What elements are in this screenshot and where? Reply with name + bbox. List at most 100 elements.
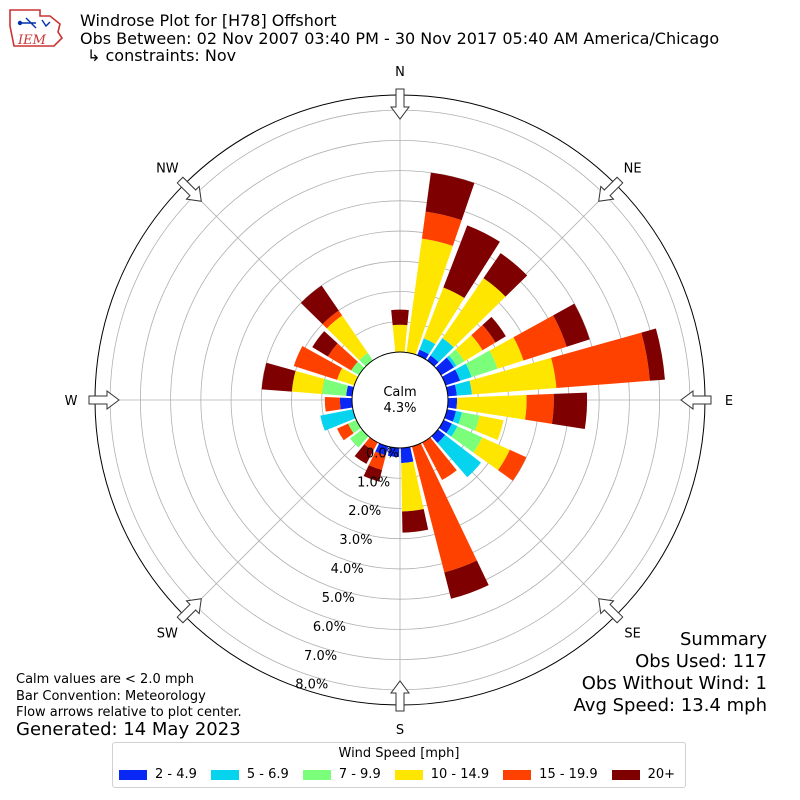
legend-swatch [302,769,331,780]
radial-tick-label: 8.0% [295,678,328,693]
bar-nnw-15-19-9 [322,310,343,329]
chart-subtitle: Obs Between: 02 Nov 2007 03:40 PM - 30 N… [80,29,720,48]
chart-title: Windrose Plot for [H78] Offshort [80,11,337,30]
flow-arrow-e-icon [680,390,712,410]
bar-se-5-6-9 [452,410,462,424]
radial-tick-label: 5.0% [322,591,355,606]
bar-ene-15-19-9 [513,315,567,361]
legend-swatch [394,769,423,780]
legend-label: 5 - 6.9 [246,767,289,782]
grid-spoke [184,433,367,616]
bar-ne-20- [483,253,528,297]
bar-se-7-9-9 [451,426,483,453]
compass-label-s: S [396,723,404,738]
bar-sse-20- [444,560,489,599]
bar-ene-5-6-9 [446,355,457,368]
bar-ne-5-6-9 [430,337,454,363]
radial-tick-label: 7.0% [304,649,337,664]
bar-n-10-14-9 [392,324,408,353]
bar-w-15-19-9 [337,423,354,441]
radial-tick-label: 4.0% [331,562,364,577]
bar-s-10-14-9 [401,461,424,512]
legend-label: 7 - 9.9 [338,767,381,782]
legend-swatch [119,769,147,780]
bar-ene-10-14-9 [489,337,524,369]
flow-arrow-nw-icon [176,176,202,202]
bar-ese-15-19-9 [525,393,554,424]
bar-wnw-10-14-9 [291,370,325,394]
bar-se-15-19-9 [498,449,527,481]
calm-note: Calm values are < 2.0 mph [16,672,195,687]
legend-item: 2 - 4.9 [119,767,197,782]
bar-sw-20- [354,444,374,464]
calm-label: Calm [383,385,416,400]
radial-tick-label: 3.0% [339,533,372,548]
bar-sw-20- [363,465,383,482]
bar-sse-15-19-9 [411,443,477,573]
bar-sw-15-19-9 [368,451,386,470]
summary-avg-speed: Avg Speed: 13.4 mph [573,695,767,716]
legend-swatch [210,769,239,780]
bar-ene-20- [553,303,590,347]
bar-nne-15-19-9 [421,211,462,246]
bar-se-5-6-9 [446,423,458,437]
bar-nne-2-4-9 [417,349,429,360]
summary-obs-used: Obs Used: 117 [635,651,767,672]
bar-wnw-2-4-9 [339,397,353,410]
radial-tick-label: 2.0% [348,504,381,519]
compass-label-se: SE [624,627,640,642]
bar-se-7-9-9 [458,412,480,431]
summary-obs-without-wind: Obs Without Wind: 1 [581,673,767,694]
bar-ssw-2-4-9 [387,446,400,458]
bar-ene-2-4-9 [435,357,455,376]
bar-e-10-14-9 [469,357,557,395]
bar-nw-20- [312,331,338,357]
bar-ene-15-19-9 [471,325,496,351]
bar-nw-15-19-9 [293,346,343,380]
legend-label: 20+ [647,767,676,782]
constraint-label: ↳ constraints: Nov [87,46,237,65]
legend: Wind Speed [mph] 2 - 4.9 5 - 6.9 7 - 9.9 10… [112,742,686,788]
radial-tick-label: 1.0% [357,475,390,490]
logo-text: IEM [17,33,47,48]
bar-e-2-4-9 [446,384,457,397]
bar-sse-5-6-9 [437,434,482,478]
bar-nnw-20- [300,285,339,325]
legend-item: 7 - 9.9 [302,767,381,782]
bar-e-20- [641,328,665,381]
generated-date: Generated: 14 May 2023 [16,719,241,740]
flow-arrow-se-icon [598,598,624,624]
bar-ne-10-14-9 [442,278,506,348]
flow-arrow-ne-icon [598,176,624,202]
bar-ene-7-9-9 [465,350,498,378]
summary-title: Summary [680,629,767,650]
bar-nne-20- [425,172,475,221]
legend-item: 10 - 14.9 [394,767,489,782]
bar-ese-10-14-9 [456,394,527,420]
compass-label-sw: SW [157,627,178,642]
legend-label: 15 - 19.9 [539,767,598,782]
legend-swatch [611,769,640,780]
iem-logo: IEM [9,9,64,48]
bar-wsw-7-9-9 [350,429,369,448]
bar-ene-20- [482,316,506,343]
compass-label-w: W [65,394,78,409]
bar-nne-5-6-9 [419,338,436,355]
bar-ene-7-9-9 [448,349,465,366]
bar-e-5-6-9 [454,380,472,396]
bar-e-15-19-9 [551,332,650,388]
bar-wnw-2-4-9 [346,385,354,397]
bar-ne-2-4-9 [427,355,439,367]
bar-se-10-14-9 [475,415,504,440]
bar-s-20- [402,508,429,533]
compass-label-nw: NW [156,161,179,176]
compass-label-n: N [395,65,405,80]
bar-n-20- [391,309,409,326]
bar-se-10-14-9 [473,437,510,471]
flow-arrow-n-icon [390,88,410,120]
compass-label-ne: NE [624,161,642,176]
radial-tick-label: 6.0% [313,620,346,635]
calm-circle [351,351,449,449]
bar-ese-20- [551,392,588,430]
